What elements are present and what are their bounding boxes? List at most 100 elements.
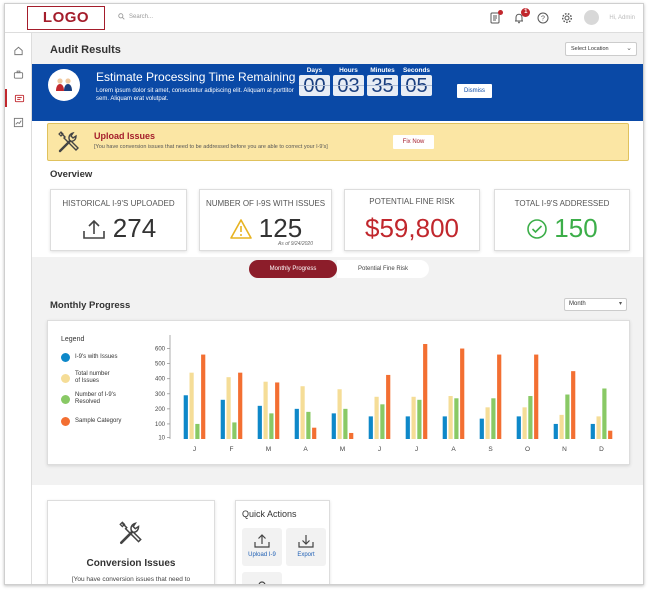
search-input[interactable]: Search... — [129, 13, 154, 20]
alert-dot — [498, 9, 504, 15]
x-tick-label: F — [230, 446, 234, 453]
logo[interactable]: LOGO — [27, 6, 105, 30]
help-icon[interactable]: ? — [536, 11, 550, 25]
user-name[interactable]: Hi, Admin — [609, 14, 635, 21]
bar — [257, 405, 262, 439]
monthly-bar-chart: 600 500 400 300 200 100 10 J F M A M J J A S O N D — [155, 335, 613, 453]
bar — [553, 423, 558, 439]
chevron-down-icon: ⌄ — [626, 45, 632, 52]
conversion-issues-text: [You have conversion issues that need to — [71, 576, 191, 583]
y-tick-label: 300 — [155, 392, 166, 398]
location-select[interactable]: Select Location ⌄ — [565, 42, 637, 56]
legend-item: Number of I-9's Resolved — [61, 392, 120, 406]
countdown-seconds: Seconds 05 — [401, 67, 432, 97]
export-button[interactable]: Export — [286, 528, 326, 566]
y-tick-label: 500 — [155, 362, 166, 368]
dismiss-button[interactable]: Dismiss — [457, 84, 492, 98]
legend-item: Total number of Issues — [61, 371, 115, 385]
bar — [238, 372, 243, 439]
x-tick-label: O — [525, 446, 530, 453]
conversion-issues-card: Conversion Issues [You have conversion i… — [47, 500, 215, 584]
gear-icon[interactable] — [560, 11, 574, 25]
tools-icon — [58, 131, 79, 153]
search-box[interactable]: Search... — [118, 13, 153, 20]
upload-issues-alert: Upload Issues [You have conversion issue… — [47, 123, 629, 161]
top-bar: LOGO Search... 1 ? Hi, Admin — [5, 4, 643, 33]
stat-value: 274 — [112, 213, 157, 243]
trend-chart-icon — [13, 117, 24, 127]
bell-icon[interactable]: 1 — [512, 7, 531, 25]
quick-actions-title: Quick Actions — [242, 509, 297, 519]
bar — [183, 395, 188, 439]
fix-now-button[interactable]: Fix Now — [393, 135, 434, 149]
countdown-hours: Hours 03 — [333, 67, 364, 97]
bar — [516, 416, 521, 439]
x-tick-label: M — [266, 446, 271, 453]
bar — [189, 372, 194, 439]
document-alert-icon[interactable] — [488, 9, 504, 25]
countdown-value: 35 — [367, 75, 398, 97]
search-icon — [118, 13, 125, 20]
bar — [275, 382, 280, 439]
notification-badge: 1 — [521, 7, 531, 17]
y-tick-label: 200 — [155, 407, 166, 413]
sidebar-audit[interactable] — [5, 89, 32, 107]
check-circle-icon — [527, 218, 548, 239]
sidebar-reports[interactable] — [5, 113, 32, 131]
bar — [386, 374, 391, 439]
stat-card-addressed: TOTAL I-9'S ADDRESSED 150 — [494, 189, 630, 251]
avatar[interactable] — [584, 10, 600, 25]
bar — [195, 423, 200, 439]
countdown-label: Seconds — [402, 67, 431, 74]
chevron-down-icon: ▾ — [618, 301, 622, 307]
bar — [528, 396, 533, 439]
sidebar-briefcase[interactable] — [5, 65, 32, 83]
legend-title: Legend — [61, 336, 85, 343]
bar — [448, 396, 453, 439]
quick-actions-card: Quick Actions Upload I-9 Export — [235, 500, 330, 584]
stat-date: As of 9/24/2020 — [277, 241, 313, 247]
x-tick-label: J — [193, 446, 196, 453]
overview-title: Overview — [50, 169, 93, 180]
period-select[interactable]: Month ▾ — [564, 298, 627, 311]
briefcase-icon — [13, 70, 24, 79]
people-icon — [48, 69, 80, 101]
alert-title: Upload Issues — [94, 131, 156, 141]
bar — [405, 416, 410, 439]
stat-value: 125 — [258, 213, 303, 243]
countdown-days: Days 00 — [299, 67, 330, 97]
legend-swatch — [61, 353, 70, 362]
bar — [522, 407, 527, 439]
quick-action-more[interactable] — [242, 572, 282, 584]
id-card-icon — [14, 94, 25, 102]
bar — [368, 416, 373, 439]
upload-icon — [82, 219, 105, 239]
bar — [411, 396, 416, 439]
tab-monthly-progress[interactable]: Monthly Progress — [249, 260, 337, 278]
bar — [497, 354, 502, 439]
bar — [423, 344, 428, 439]
stat-card-uploaded: HISTORICAL I-9'S UPLOADED 274 — [50, 189, 187, 251]
tab-potential-fine-risk[interactable]: Potential Fine Risk — [337, 260, 429, 278]
bar — [312, 427, 317, 439]
sidebar-home[interactable] — [5, 41, 32, 59]
stat-label: POTENTIAL FINE RISK — [369, 197, 455, 206]
bar — [485, 407, 490, 439]
app-window: LOGO Search... 1 ? Hi, Admin — [4, 3, 644, 585]
bar — [380, 404, 385, 439]
countdown-label: Hours — [339, 67, 358, 74]
legend-label: Total number of Issues — [75, 371, 110, 384]
stat-label: NUMBER OF I-9S WITH ISSUES — [205, 199, 326, 208]
upload-i9-button[interactable]: Upload I-9 — [242, 528, 282, 566]
page-title: Audit Results — [50, 44, 121, 56]
home-icon — [14, 46, 23, 55]
main-content: Audit Results Select Location ⌄ Estimate… — [32, 33, 643, 584]
x-tick-label: S — [488, 446, 493, 453]
legend-label: Sample Category — [75, 418, 122, 424]
banner-text: Lorem ipsum dolor sit amet, consectetur … — [96, 88, 294, 102]
x-tick-label: N — [562, 446, 567, 453]
legend-swatch — [61, 417, 70, 426]
countdown-minutes: Minutes 35 — [367, 67, 398, 97]
gear-icon — [258, 581, 266, 584]
x-tick-label: J — [378, 446, 381, 453]
